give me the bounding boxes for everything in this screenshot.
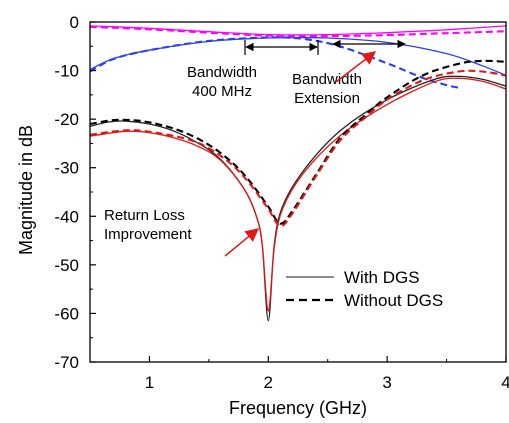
y-tick-label: -30 <box>54 159 79 178</box>
series-line-3 <box>90 36 506 77</box>
return-loss-pointer-arrow <box>224 228 260 257</box>
annotation-extension-line-2: Extension <box>294 90 360 107</box>
x-tick-label: 3 <box>382 373 391 392</box>
ticks-layer: 1 2 3 4 0 -10 -20 -30 -40 -50 -60 -70 <box>54 13 509 392</box>
series-line-1 <box>90 25 506 36</box>
series-layer <box>90 25 506 322</box>
y-tick-label: -50 <box>54 256 79 275</box>
y-tick-label: -70 <box>54 353 79 372</box>
legend-label: With DGS <box>344 268 420 287</box>
annotation-layer: Bandwidth 400 MHz Bandwidth Extension Return… <box>104 39 406 257</box>
annotation-bandwidth-line-1: Bandwidth <box>187 64 257 81</box>
y-tick-label: 0 <box>70 13 79 32</box>
y-axis-title: Magnitude in dB <box>16 125 36 255</box>
y-tick-label: -40 <box>54 207 79 226</box>
series-line-8 <box>90 69 506 228</box>
x-axis-title: Frequency (GHz) <box>229 398 367 418</box>
y-tick-label: -20 <box>54 110 79 129</box>
x-tick-label: 4 <box>501 373 509 392</box>
annotation-return-loss-line-2: Improvement <box>104 226 192 243</box>
legend: With DGS Without DGS <box>286 268 443 310</box>
series-line-6 <box>90 77 506 312</box>
extension-pointer-arrow <box>335 51 377 83</box>
y-tick-label: -60 <box>54 304 79 323</box>
y-tick-label: -10 <box>54 62 79 81</box>
series-line-5 <box>90 75 506 322</box>
legend-label: Without DGS <box>344 291 443 310</box>
x-tick-label: 1 <box>145 373 154 392</box>
annotation-extension-line-1: Bandwidth <box>292 71 362 88</box>
series-line-7 <box>90 59 506 225</box>
annotation-bandwidth-line-2: 400 MHz <box>192 83 252 100</box>
x-tick-label: 2 <box>264 373 273 392</box>
annotation-return-loss-line-1: Return Loss <box>104 207 185 224</box>
